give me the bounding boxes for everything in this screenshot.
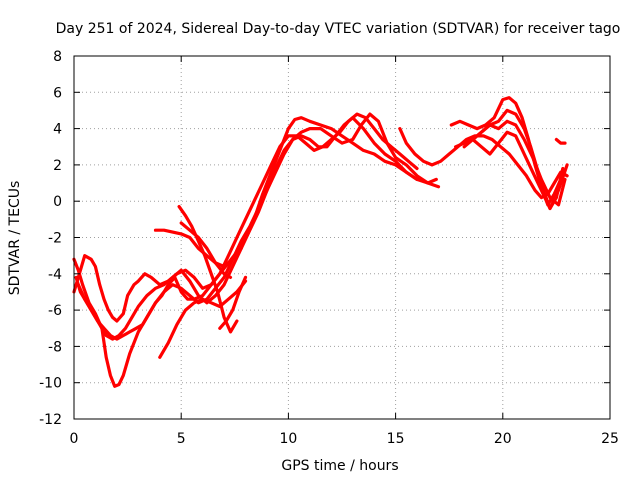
x-tick-label: 10 [279, 431, 297, 447]
y-tick-label: 8 [53, 49, 62, 65]
y-tick-label: -2 [48, 231, 62, 247]
series-line [177, 205, 239, 334]
y-tick-label: -6 [48, 303, 62, 319]
series-line [179, 221, 233, 279]
y-tick-label: 4 [53, 122, 62, 138]
x-tick-label: 0 [70, 431, 79, 447]
y-tick-labels: -12 -10 -8 -6 -4 -2 0 2 4 6 8 [39, 49, 62, 428]
y-axis-label: SDTVAR / TECUs [7, 181, 23, 296]
series-line [158, 279, 248, 359]
data-series [72, 96, 569, 388]
x-axis-label: GPS time / hours [281, 458, 398, 474]
y-tick-label: -4 [48, 267, 62, 283]
axis-ticks [73, 55, 611, 420]
grid-lines [74, 56, 610, 419]
series-line [76, 112, 419, 341]
y-tick-label: 2 [53, 158, 62, 174]
x-tick-label: 20 [494, 431, 512, 447]
y-tick-label: -8 [48, 339, 62, 355]
y-tick-label: -10 [39, 376, 62, 392]
series-line [218, 275, 248, 330]
y-tick-label: -12 [39, 412, 62, 428]
series-line [554, 137, 567, 145]
series-line [462, 119, 567, 207]
x-tick-label: 5 [177, 431, 186, 447]
series-line [471, 130, 569, 211]
series-line [153, 228, 243, 269]
x-tick-label: 15 [387, 431, 405, 447]
x-tick-labels: 0 5 10 15 20 25 [70, 431, 619, 447]
y-tick-label: 6 [53, 85, 62, 101]
chart-title: Day 251 of 2024, Sidereal Day-to-day VTE… [56, 21, 621, 37]
x-tick-label: 25 [601, 431, 619, 447]
y-tick-label: 0 [53, 194, 62, 210]
